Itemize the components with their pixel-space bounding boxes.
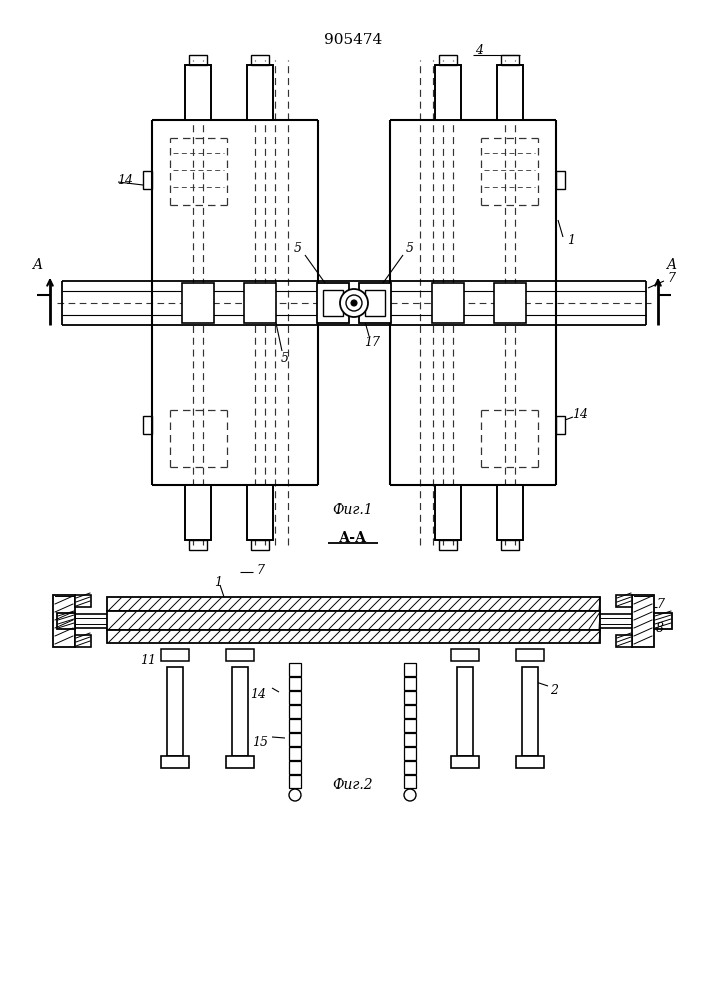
Text: 11: 11 [140, 654, 156, 666]
Bar [107, 630, 600, 643]
Bar [289, 719, 301, 732]
Bar [232, 667, 248, 756]
Text: 5: 5 [281, 352, 289, 364]
Bar [632, 595, 654, 647]
Text: A: A [32, 258, 42, 272]
Bar [501, 540, 519, 550]
Bar [435, 485, 461, 540]
Bar [404, 663, 416, 676]
Bar [404, 719, 416, 732]
Bar [189, 55, 207, 65]
Bar [432, 283, 464, 323]
Bar [161, 756, 189, 768]
Bar [457, 667, 473, 756]
Bar [247, 485, 273, 540]
Text: 7: 7 [656, 598, 664, 611]
Bar [439, 540, 457, 550]
Bar [451, 756, 479, 768]
Bar [516, 649, 544, 661]
Bar [289, 747, 301, 760]
Bar [451, 649, 479, 661]
Bar [289, 775, 301, 788]
Bar [404, 775, 416, 788]
Bar [494, 283, 526, 323]
Bar [404, 761, 416, 774]
Circle shape [340, 289, 368, 317]
Bar [365, 290, 385, 316]
Bar [404, 733, 416, 746]
Bar [439, 55, 457, 65]
Bar [226, 649, 254, 661]
Bar [167, 667, 183, 756]
Bar [317, 283, 349, 323]
Text: 5: 5 [406, 241, 414, 254]
Bar [404, 677, 416, 690]
Text: Фиг.1: Фиг.1 [333, 503, 373, 517]
Bar [161, 649, 189, 661]
Bar [616, 635, 632, 647]
Bar [654, 613, 672, 629]
Bar [251, 540, 269, 550]
Bar [143, 416, 152, 434]
Bar [289, 705, 301, 718]
Text: 8: 8 [656, 621, 664, 635]
Text: 1: 1 [567, 233, 575, 246]
Bar [143, 171, 152, 189]
Bar [289, 677, 301, 690]
Bar [522, 667, 538, 756]
Bar [182, 283, 214, 323]
Bar [616, 595, 632, 607]
Text: 905474: 905474 [324, 33, 382, 47]
Text: 7: 7 [256, 564, 264, 576]
Bar [251, 55, 269, 65]
Bar [556, 171, 565, 189]
Bar [185, 65, 211, 120]
Bar [497, 485, 523, 540]
Bar [556, 416, 565, 434]
Text: 14: 14 [250, 688, 266, 702]
Text: 7: 7 [667, 271, 675, 284]
Bar [107, 597, 600, 611]
Text: 2: 2 [550, 684, 558, 696]
Bar [404, 705, 416, 718]
Text: 15: 15 [252, 736, 268, 748]
Text: Фиг.2: Фиг.2 [333, 778, 373, 792]
Text: 17: 17 [364, 336, 380, 350]
Text: 4: 4 [475, 43, 483, 56]
Bar [516, 756, 544, 768]
Bar [289, 733, 301, 746]
Bar [323, 290, 343, 316]
Bar [185, 485, 211, 540]
Bar [289, 761, 301, 774]
Bar [53, 595, 75, 647]
Bar [244, 283, 276, 323]
Bar [226, 756, 254, 768]
Circle shape [351, 300, 357, 306]
Text: 5: 5 [294, 241, 302, 254]
Bar [497, 65, 523, 120]
Bar [57, 613, 75, 629]
Bar [289, 663, 301, 676]
Bar [359, 283, 391, 323]
Bar [75, 595, 91, 607]
Text: A: A [666, 258, 676, 272]
Text: 14: 14 [117, 174, 133, 186]
Bar [501, 55, 519, 65]
Bar [247, 65, 273, 120]
Text: 14: 14 [572, 408, 588, 422]
Circle shape [346, 295, 362, 311]
Bar [404, 691, 416, 704]
Bar [107, 611, 600, 630]
Bar [404, 747, 416, 760]
Bar [75, 635, 91, 647]
Text: А-А: А-А [339, 531, 367, 545]
Bar [289, 691, 301, 704]
Text: 1: 1 [214, 576, 222, 588]
Bar [435, 65, 461, 120]
Bar [189, 540, 207, 550]
